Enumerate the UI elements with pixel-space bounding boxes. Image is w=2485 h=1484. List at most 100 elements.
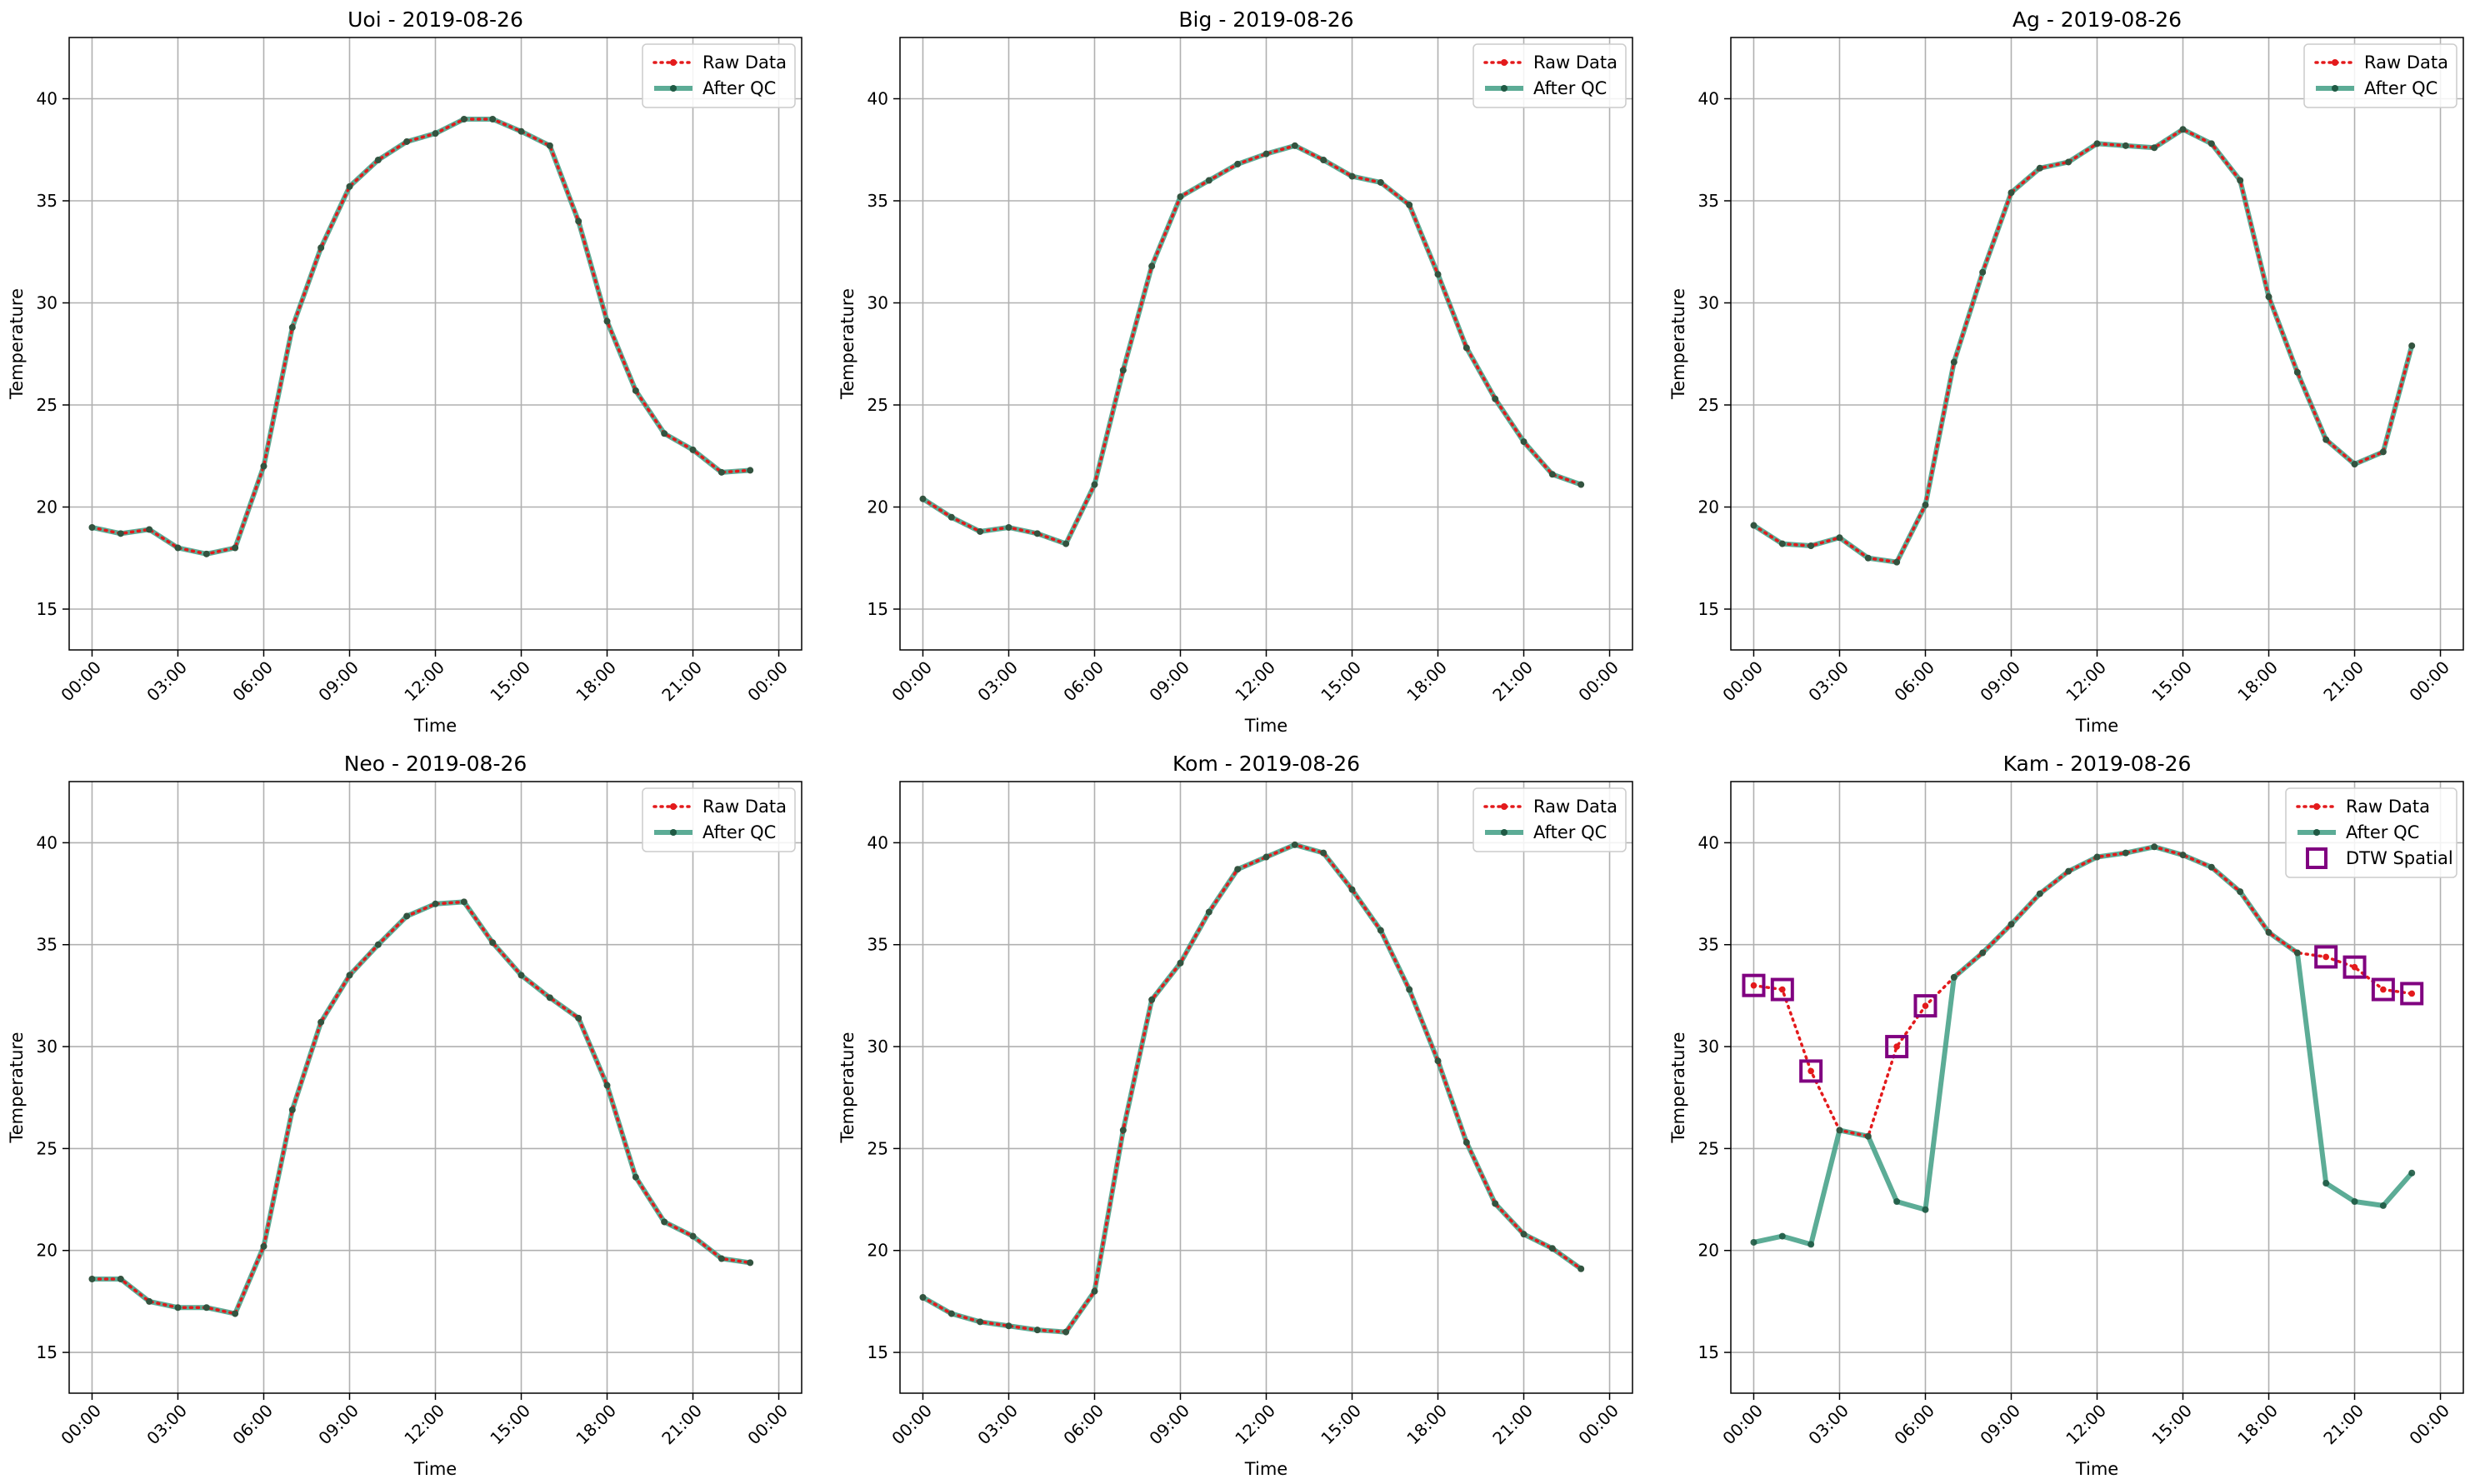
after-qc-point (1808, 542, 1815, 550)
legend-box (2285, 787, 2458, 878)
x-tick-label: 12:00 (1231, 657, 1279, 706)
after-qc-point (2351, 1198, 2358, 1206)
y-tick-label: 20 (868, 1241, 888, 1261)
x-tick-label: 00:00 (2405, 1401, 2453, 1449)
x-tick-label: 21:00 (2319, 657, 2368, 706)
after-qc-point (202, 1304, 210, 1312)
after-qc-point (1377, 927, 1384, 934)
after-qc-point (1262, 853, 1270, 861)
raw-data-point (2380, 986, 2387, 993)
axes-frame (68, 37, 802, 651)
after-qc-point (2151, 843, 2158, 851)
after-qc-point (1291, 142, 1298, 149)
after-qc-point (1979, 268, 1987, 276)
after-qc-point (1836, 1127, 1843, 1134)
y-tick-label: 15 (1698, 1342, 1719, 1362)
after-qc-point (2408, 342, 2416, 349)
after-qc-point (1520, 438, 1528, 446)
after-qc-point (318, 1018, 325, 1026)
after-qc-point (2122, 849, 2129, 857)
x-tick-label: 18:00 (2233, 657, 2282, 706)
y-tick-label: 30 (868, 293, 888, 313)
x-tick-label: 21:00 (658, 657, 706, 706)
dtw-spatial-marker (2371, 977, 2395, 1002)
after-qc-point (546, 142, 553, 149)
y-tick-label: 20 (37, 497, 58, 517)
after-qc-point (1434, 271, 1442, 278)
legend-label: After QC (702, 78, 776, 98)
dtw-spatial-marker (1770, 977, 1794, 1002)
after-qc-point (1177, 193, 1184, 201)
legend-box (1472, 787, 1627, 852)
y-tick-label: 35 (868, 191, 888, 211)
dtw-spatial-marker (1799, 1059, 1823, 1083)
y-tick-label: 35 (1698, 935, 1719, 955)
x-tick-label: 00:00 (57, 1401, 105, 1449)
x-tick-label: 09:00 (314, 657, 362, 706)
after-qc-point (2208, 863, 2215, 871)
after-qc-point (489, 116, 497, 122)
legend-label: Raw Data (1533, 797, 1618, 817)
y-tick-label: 40 (37, 89, 58, 109)
raw-data-point (2322, 953, 2329, 961)
subplot-title: Uoi - 2019-08-26 (348, 7, 523, 32)
x-tick-label: 00:00 (1718, 657, 1767, 706)
after-qc-point (1462, 1139, 1470, 1147)
after-qc-line (92, 899, 751, 1317)
y-tick-label: 35 (37, 191, 58, 211)
raw-data-point (2351, 963, 2358, 971)
subplot-title: Kam - 2019-08-26 (2003, 752, 2192, 776)
raw-data-line (1752, 845, 2413, 1138)
after-qc-point (603, 317, 611, 325)
after-qc-point (1893, 558, 1901, 566)
x-tick-label: 00:00 (1718, 1401, 1767, 1449)
x-tick-label: 09:00 (1145, 1401, 1193, 1449)
legend: Raw Data After QC (642, 43, 796, 108)
subplot-1: 00:00 03:00 06:00 09:00 12:00 15:00 18:00 21:00… (7, 7, 802, 736)
after-qc-point (2351, 461, 2358, 468)
x-tick-label: 03:00 (142, 1401, 191, 1449)
y-tick-label: 30 (37, 293, 58, 313)
x-tick-label: 18:00 (1402, 657, 1451, 706)
legend-label: After QC (2364, 78, 2438, 98)
after-qc-point (718, 468, 725, 476)
after-qc-point (403, 912, 411, 920)
x-tick-label: 03:00 (142, 657, 191, 706)
x-tick-label: 18:00 (1402, 1401, 1451, 1449)
y-axis-label: Temperature (7, 288, 27, 400)
after-qc-point (747, 1259, 754, 1267)
legend-label: After QC (2346, 822, 2419, 842)
x-tick-label: 15:00 (2148, 1401, 2196, 1449)
raw-data-line (1752, 127, 2413, 564)
after-qc-point (1033, 530, 1041, 537)
after-qc-point (1864, 1132, 1872, 1140)
after-qc-point (977, 527, 984, 535)
after-qc-point (2093, 853, 2101, 861)
y-axis-label: Temperature (1668, 1032, 1688, 1143)
after-qc-point (346, 182, 353, 190)
legend-label: DTW Spatial (2346, 848, 2453, 868)
after-qc-point (1922, 1206, 1929, 1213)
legend-dtw-swatch (2306, 847, 2328, 869)
x-tick-label: 06:00 (228, 657, 277, 706)
x-tick-label: 03:00 (973, 1401, 1022, 1449)
after-qc-point (632, 387, 639, 394)
after-qc-point (232, 1310, 239, 1317)
raw-data-point (2408, 990, 2415, 997)
after-qc-point (2036, 890, 2043, 897)
after-qc-point (1750, 522, 1758, 529)
after-qc-point (1205, 177, 1212, 184)
after-qc-point (1434, 1057, 1442, 1065)
x-tick-label: 06:00 (1890, 1401, 1938, 1449)
after-qc-point (288, 323, 296, 331)
after-qc-point (432, 130, 439, 137)
after-qc-point (1578, 1265, 1585, 1272)
after-qc-point (1091, 481, 1098, 488)
x-tick-label: 06:00 (1059, 657, 1108, 706)
legend-qc-marker (670, 829, 677, 836)
y-tick-label: 35 (868, 935, 888, 955)
after-qc-point (1062, 540, 1070, 547)
after-qc-point (1750, 1238, 1758, 1246)
after-qc-point (2408, 1169, 2416, 1177)
after-qc-point (2379, 448, 2387, 456)
